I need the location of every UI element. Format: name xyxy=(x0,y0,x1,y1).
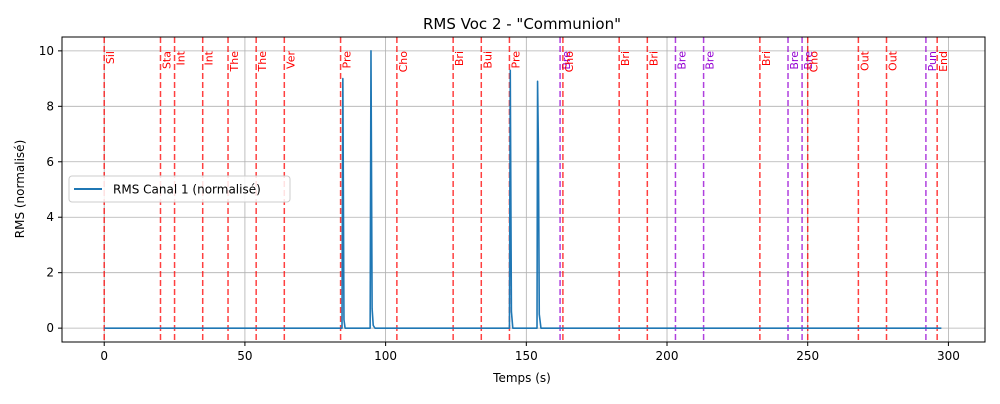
section-marker-label: Bre xyxy=(704,51,717,70)
y-tick-label: 6 xyxy=(46,155,54,169)
section-marker-label: Pun xyxy=(926,51,939,71)
section-marker-label: Int xyxy=(203,50,216,65)
section-marker-label: Bri xyxy=(453,51,466,66)
section-marker-label: Cho xyxy=(808,51,821,73)
y-tick-label: 2 xyxy=(46,266,54,280)
y-axis-ticks: 0 2 4 6 8 10 xyxy=(39,44,62,335)
section-marker-label: The xyxy=(256,51,269,73)
section-marker-label: Bui xyxy=(481,51,494,69)
x-axis-label: Temps (s) xyxy=(492,371,551,385)
section-marker-label: Pre xyxy=(341,51,354,69)
section-marker-label: Sil xyxy=(104,51,117,64)
plot-frame xyxy=(61,36,986,343)
section-marker-label: The xyxy=(228,51,241,73)
section-markers: Sil Sta Int Int The The Ver Pre Cho Bri Bui Pre BreC… xyxy=(103,37,950,342)
y-tick-label: 4 xyxy=(46,210,54,224)
section-marker-label: Bre xyxy=(802,51,815,70)
legend: RMS Canal 1 (normalisé) xyxy=(68,175,291,203)
section-marker-label: Out xyxy=(858,50,871,71)
y-tick-label: 10 xyxy=(39,44,54,58)
x-tick-label: 100 xyxy=(374,349,397,363)
x-tick-label: 200 xyxy=(656,349,679,363)
section-marker-label: Sta xyxy=(160,51,173,69)
x-tick-label: 300 xyxy=(937,349,960,363)
section-marker-label: Bre xyxy=(675,51,688,70)
x-tick-label: 0 xyxy=(100,349,108,363)
section-marker-label: Pre xyxy=(509,51,522,69)
legend-label: RMS Canal 1 (normalisé) xyxy=(113,183,261,197)
section-marker-label: Bre xyxy=(788,51,801,70)
section-marker-label: Cho xyxy=(397,51,410,73)
x-tick-label: 50 xyxy=(237,349,252,363)
section-marker-label: Bri xyxy=(647,51,660,66)
section-marker-label: End xyxy=(937,51,950,72)
legend-box xyxy=(68,175,291,203)
chart-title: RMS Voc 2 - "Communion" xyxy=(423,15,621,33)
section-marker-label: Bri xyxy=(619,51,632,66)
section-marker-label: Ver xyxy=(284,51,297,69)
x-tick-label: 250 xyxy=(796,349,819,363)
section-marker-label: Cho xyxy=(563,51,576,73)
section-marker-label: Out xyxy=(887,50,900,71)
y-axis-label: RMS (normalisé) xyxy=(13,140,27,239)
series-lines xyxy=(104,50,942,329)
y-tick-label: 0 xyxy=(46,321,54,335)
x-axis-ticks: 0 50 100 150 200 250 300 xyxy=(100,342,960,363)
x-tick-label: 150 xyxy=(515,349,538,363)
section-marker-label: Bri xyxy=(760,51,773,66)
series-line xyxy=(104,50,942,329)
y-tick-label: 8 xyxy=(46,99,54,113)
section-marker-label: Int xyxy=(175,50,188,65)
